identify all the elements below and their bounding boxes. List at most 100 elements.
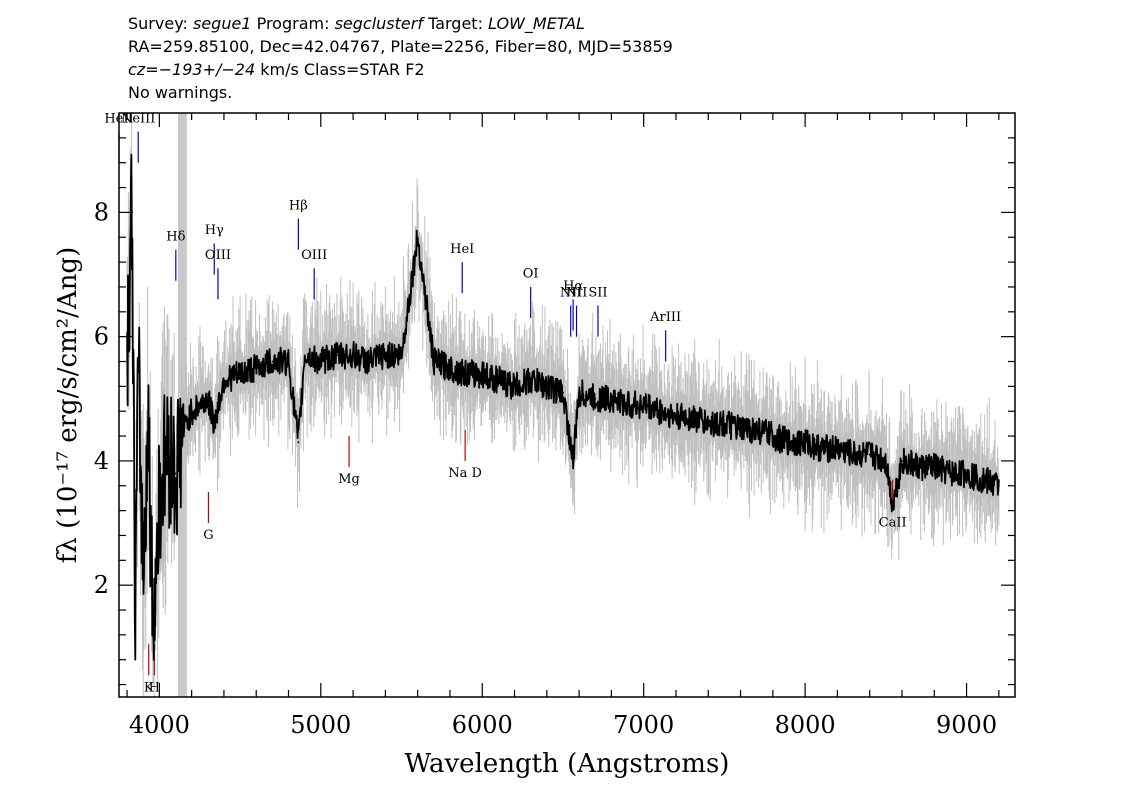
emission-label: SII: [588, 285, 607, 300]
x-tick-label: 5000: [290, 711, 351, 739]
flux-point: [142, 571, 145, 574]
flux-point: [642, 404, 645, 406]
flux-point: [572, 460, 575, 462]
flux-point: [319, 360, 322, 363]
flux-point: [852, 453, 855, 456]
flux-point: [158, 491, 161, 493]
axis-tick-labels: 4000 5000 6000 7000 8000 9000 2 4 6 8: [94, 198, 997, 739]
emission-label: NeIII: [121, 111, 155, 126]
x-tick-label: 7000: [613, 711, 674, 739]
flux-point: [134, 615, 137, 618]
flux-point: [174, 472, 177, 475]
flux-point: [578, 391, 581, 394]
flux-point: [182, 428, 185, 431]
flux-point: [981, 478, 984, 481]
flux-point: [223, 379, 225, 382]
flux-point: [804, 441, 807, 444]
noise-band-layer: [126, 113, 1000, 697]
flux-point: [497, 379, 500, 382]
flux-point: [610, 397, 613, 400]
emission-label: ArIII: [649, 310, 681, 325]
flux-point: [949, 472, 952, 475]
flux-point: [206, 397, 209, 400]
absorption-label: G: [203, 528, 213, 543]
axis-ticks: [119, 113, 1015, 697]
flux-point: [190, 410, 193, 413]
flux-point: [562, 391, 564, 394]
flux-point: [255, 366, 258, 369]
flux-point: [287, 360, 290, 363]
y-tick-label: 4: [94, 447, 109, 475]
emission-label: Hα: [563, 279, 583, 294]
x-tick-label: 6000: [452, 711, 513, 739]
flux-point: [545, 385, 548, 388]
flux-point: [481, 373, 484, 375]
emission-label: OIII: [301, 248, 327, 263]
flux-point: [239, 373, 241, 375]
flux-point: [303, 354, 306, 357]
noise-band: [126, 113, 1000, 697]
x-tick-label: 9000: [936, 711, 997, 739]
flux-point: [820, 447, 823, 450]
emission-label: Hβ: [289, 198, 308, 213]
y-tick-label: 2: [94, 571, 109, 599]
flux-point: [658, 410, 661, 413]
target-value: LOW_METAL: [488, 14, 585, 33]
flux-point: [626, 404, 629, 406]
flux-point: [513, 385, 516, 388]
header-line-3: cz=−193+/−24 km/s Class=STAR F2: [128, 58, 673, 81]
flux-line: [126, 153, 1000, 661]
emission-label: Hδ: [166, 229, 185, 244]
flux-point: [723, 422, 726, 425]
flux-point: [788, 441, 790, 444]
y-tick-label: 8: [94, 198, 109, 226]
emission-label: OIII: [205, 248, 231, 263]
flux-point: [965, 472, 968, 475]
flux-point: [529, 379, 532, 382]
flux-point: [836, 447, 839, 450]
flux-point: [901, 460, 903, 462]
cz-value: −193+/−24: [158, 60, 256, 79]
flux-point: [933, 466, 936, 469]
x-tick-label: 8000: [775, 711, 836, 739]
cz-rest: km/s Class=STAR F2: [255, 60, 425, 79]
flux-point: [213, 422, 216, 425]
emission-label: Hγ: [205, 223, 224, 238]
flux-point: [137, 366, 140, 369]
flux-point: [449, 366, 451, 369]
flux-point: [126, 348, 128, 350]
flux-point: [416, 236, 419, 239]
flux-point: [868, 453, 871, 456]
absorption-label: Na D: [448, 466, 482, 481]
absorption-label: K: [144, 680, 154, 695]
flux-point: [131, 199, 133, 201]
flux-point: [707, 422, 710, 425]
flux-point: [675, 416, 677, 419]
flux-point: [594, 397, 597, 400]
flux-point: [691, 416, 694, 419]
flux-point: [997, 484, 1000, 487]
flux-point: [336, 354, 338, 357]
flux-point: [352, 354, 354, 357]
flux-point: [739, 428, 742, 431]
flux-point: [297, 441, 300, 444]
header-line-2: RA=259.85100, Dec=42.04767, Plate=2256, …: [128, 37, 673, 56]
target-label: Target:: [428, 14, 483, 33]
flux-point: [771, 435, 774, 437]
flux-point: [917, 466, 920, 469]
survey-label: Survey:: [128, 14, 188, 33]
flux-point: [884, 460, 887, 462]
flux-point: [271, 360, 274, 363]
program-value: segclusterf: [334, 14, 423, 33]
flux-point: [368, 360, 371, 363]
flux-point: [166, 447, 169, 450]
flux-point: [465, 373, 467, 375]
flux-point: [152, 633, 154, 636]
plot-frame: [118, 112, 1016, 698]
cz-label: cz=: [128, 60, 159, 79]
program-label: Program:: [256, 14, 330, 33]
survey-value: segue1: [192, 14, 252, 33]
flux-point: [147, 410, 149, 413]
y-axis-label: fλ (10⁻¹⁷ erg/s/cm²/Ang): [53, 247, 83, 563]
